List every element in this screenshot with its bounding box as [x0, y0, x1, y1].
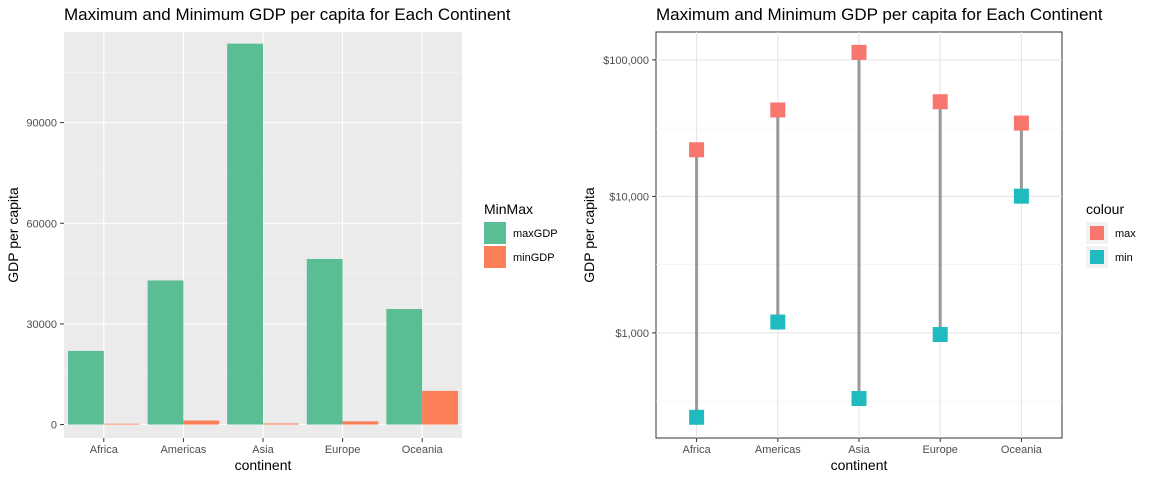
log-chart-y-axis: $1,000 $10,000 $100,000	[603, 55, 656, 340]
log-x-tick-label: Americas	[755, 444, 801, 456]
bar-maxgdp-oceania	[386, 309, 423, 425]
bar-chart-y-title: GDP per capita	[5, 187, 21, 283]
log-chart-x-axis: Africa Americas Asia Europe Oceania	[683, 438, 1043, 456]
bar-chart-x-title: continent	[235, 457, 292, 473]
point-max-oceania	[1013, 115, 1029, 131]
bar-mingdp-asia	[263, 423, 299, 425]
log-x-tick-label: Oceania	[1001, 444, 1043, 456]
bar-x-tick-label: Asia	[252, 444, 274, 456]
point-max-africa	[689, 142, 705, 158]
point-min-asia	[851, 390, 867, 406]
log-legend-label-min: min	[1115, 252, 1133, 264]
bar-mingdp-africa	[103, 423, 140, 425]
bar-x-tick-label: Americas	[160, 444, 206, 456]
bar-chart-title: Maximum and Minimum GDP per capita for E…	[64, 5, 511, 24]
log-y-tick-label: $10,000	[609, 191, 649, 203]
log-legend-swatch-max	[1090, 226, 1104, 240]
log-y-tick-label: $1,000	[615, 328, 649, 340]
log-chart-marks	[689, 44, 1029, 425]
point-max-asia	[851, 44, 867, 60]
bar-chart-y-axis: 0 30000 60000 90000	[26, 118, 64, 432]
log-chart: Maximum and Minimum GDP per capita for E…	[581, 5, 1136, 473]
bar-chart-bars	[67, 43, 459, 425]
bar-y-tick-label: 90000	[26, 118, 57, 130]
bar-x-tick-label: Europe	[325, 444, 360, 456]
point-min-africa	[689, 409, 705, 425]
bar-chart-legend: MinMax maxGDP minGDP	[484, 201, 558, 268]
bar-maxgdp-asia	[227, 43, 263, 425]
bar-chart-x-axis: Africa Americas Asia Europe Oceania	[90, 438, 444, 456]
point-max-europe	[932, 94, 948, 110]
log-chart-legend: colour max min	[1086, 201, 1136, 268]
log-legend-title: colour	[1086, 201, 1124, 217]
log-x-tick-label: Europe	[922, 444, 957, 456]
log-chart-title: Maximum and Minimum GDP per capita for E…	[656, 5, 1103, 24]
bar-maxgdp-europe	[306, 258, 343, 425]
bar-legend-title: MinMax	[484, 201, 533, 217]
bar-x-tick-label: Oceania	[402, 444, 444, 456]
bar-legend-swatch-mingdp	[484, 246, 506, 268]
point-max-americas	[770, 102, 786, 118]
point-min-europe	[932, 326, 948, 342]
bar-maxgdp-africa	[67, 350, 104, 425]
log-legend-swatch-min	[1090, 250, 1104, 264]
bar-legend-swatch-maxgdp	[484, 222, 506, 244]
bar-legend-label-mingdp: minGDP	[513, 252, 555, 264]
bar-mingdp-europe	[342, 421, 379, 425]
point-min-oceania	[1013, 188, 1029, 204]
log-x-tick-label: Africa	[683, 444, 712, 456]
log-y-tick-label: $100,000	[603, 55, 649, 67]
log-chart-x-title: continent	[831, 457, 888, 473]
bar-maxgdp-americas	[147, 280, 184, 425]
log-legend-label-max: max	[1115, 228, 1136, 240]
log-x-tick-label: Asia	[848, 444, 870, 456]
log-chart-y-title: GDP per capita	[581, 187, 597, 283]
bar-legend-label-maxgdp: maxGDP	[513, 228, 558, 240]
bar-chart: Maximum and Minimum GDP per capita for E…	[5, 5, 558, 473]
point-min-americas	[770, 314, 786, 330]
bar-mingdp-oceania	[422, 390, 459, 425]
bar-y-tick-label: 30000	[26, 319, 57, 331]
bar-y-tick-label: 60000	[26, 218, 57, 230]
bar-x-tick-label: Africa	[90, 444, 119, 456]
bar-y-tick-label: 0	[51, 420, 57, 432]
bar-mingdp-americas	[183, 420, 220, 425]
